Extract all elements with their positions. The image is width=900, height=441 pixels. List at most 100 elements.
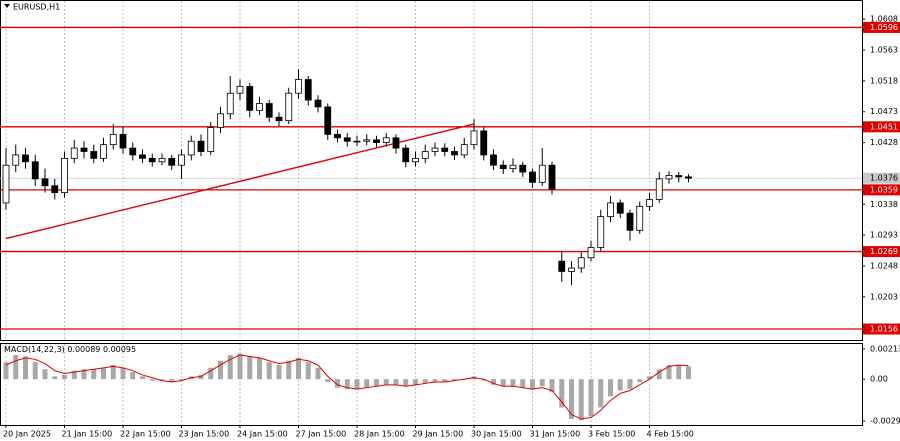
level-label: 1.0451 xyxy=(870,122,898,131)
level-label: 1.0269 xyxy=(870,247,898,256)
candle-body xyxy=(295,79,302,94)
macd-bar xyxy=(491,379,496,385)
macd-value: 0.00089 xyxy=(67,345,100,354)
macd-bar xyxy=(598,379,604,408)
macd-bar xyxy=(452,379,457,381)
candle-body xyxy=(334,133,341,139)
candle-body xyxy=(431,147,439,152)
candle-body xyxy=(499,164,507,170)
macd-bar xyxy=(218,360,223,380)
candle-body xyxy=(51,185,59,194)
macd-bar xyxy=(315,367,321,380)
candle-body xyxy=(509,164,517,170)
level-label-box xyxy=(863,323,900,335)
macd-bar xyxy=(325,379,331,383)
macd-panel-frame xyxy=(0,343,863,426)
macd-y-tick-label: 0.00 xyxy=(870,375,888,384)
candle-body xyxy=(616,202,624,214)
main-panel-frame xyxy=(0,0,863,341)
macd-bar xyxy=(676,364,682,380)
candle-body xyxy=(129,147,137,156)
candle-body xyxy=(451,151,458,156)
macd-title: MACD(14,22,3) 0.00089 0.00095 xyxy=(4,345,136,354)
candle-body xyxy=(392,137,400,149)
candle-body xyxy=(168,157,176,166)
macd-bar xyxy=(169,379,175,383)
candle-body xyxy=(353,140,361,143)
candle-body xyxy=(548,164,556,190)
macd-bar xyxy=(627,379,633,390)
candle-body xyxy=(558,260,566,272)
candle-body xyxy=(70,147,78,159)
macd-bar xyxy=(617,379,623,391)
level-label: 1.0596 xyxy=(870,23,898,32)
macd-signal xyxy=(5,354,689,420)
macd-bar xyxy=(393,379,399,385)
macd-bar xyxy=(257,357,262,380)
macd-bar xyxy=(179,379,184,381)
candle-body xyxy=(597,216,605,248)
macd-bar xyxy=(198,374,204,380)
macd-bar xyxy=(32,362,38,380)
candle-body xyxy=(646,199,653,207)
macd-bar xyxy=(266,362,272,380)
macd-bar xyxy=(52,376,58,380)
candle-body xyxy=(2,164,10,204)
candle-body xyxy=(100,144,107,159)
macd-bar xyxy=(149,379,155,381)
macd-bar xyxy=(296,357,301,380)
macd-signal-value: 0.00095 xyxy=(103,345,136,354)
macd-bar xyxy=(159,379,165,381)
macd-bar xyxy=(62,374,67,380)
macd-y-tick-label: -0.00295 xyxy=(870,417,900,426)
candle-body xyxy=(675,175,683,178)
macd-bar xyxy=(530,379,535,390)
candle-body xyxy=(246,85,254,111)
macd-bar xyxy=(227,355,233,380)
macd-bar xyxy=(71,370,77,380)
y-tick-label: 1.0428 xyxy=(870,138,898,147)
level-label-box xyxy=(863,184,900,196)
candle-body xyxy=(236,85,244,94)
macd-bar xyxy=(481,379,487,381)
candle-body xyxy=(256,103,263,111)
y-tick-label: 1.0203 xyxy=(870,292,898,301)
bid-label-box xyxy=(863,172,900,184)
candle-body xyxy=(655,178,663,200)
candle-body xyxy=(538,164,546,183)
x-tick-label: 31 Jan 15:00 xyxy=(530,430,581,439)
macd-bar xyxy=(432,379,438,383)
y-tick-label: 1.0248 xyxy=(870,261,898,270)
candle-body xyxy=(22,154,29,163)
candle-body xyxy=(275,116,283,122)
candle-body xyxy=(577,257,585,269)
candle-body xyxy=(41,178,49,187)
macd-bar xyxy=(81,369,87,380)
candle-body xyxy=(685,176,692,179)
x-tick-label: 3 Feb 15:00 xyxy=(588,430,635,439)
candle-body xyxy=(304,79,312,101)
macd-bar xyxy=(305,362,311,380)
macd-label: MACD(14,22,3) xyxy=(4,345,65,354)
candle-body xyxy=(363,139,371,142)
candle-body xyxy=(402,147,410,163)
candle-body xyxy=(587,247,595,259)
candle-body xyxy=(324,106,332,135)
candle-body xyxy=(12,154,20,166)
candle-body xyxy=(265,103,273,118)
candle-body xyxy=(480,130,488,156)
candle-body xyxy=(314,99,322,108)
macd-y-tick-label: 0.00213 xyxy=(870,344,900,353)
x-tick-label: 4 Feb 15:00 xyxy=(647,430,694,439)
macd-bar xyxy=(686,366,691,380)
x-tick-label: 20 Jan 2025 xyxy=(3,430,51,439)
macd-bar xyxy=(403,379,409,387)
candle-body xyxy=(470,130,478,146)
x-tick-label: 29 Jan 15:00 xyxy=(413,430,464,439)
macd-bar xyxy=(647,376,652,380)
candle-body xyxy=(148,157,156,163)
candle-body xyxy=(607,202,614,218)
x-tick-label: 23 Jan 15:00 xyxy=(179,430,230,439)
